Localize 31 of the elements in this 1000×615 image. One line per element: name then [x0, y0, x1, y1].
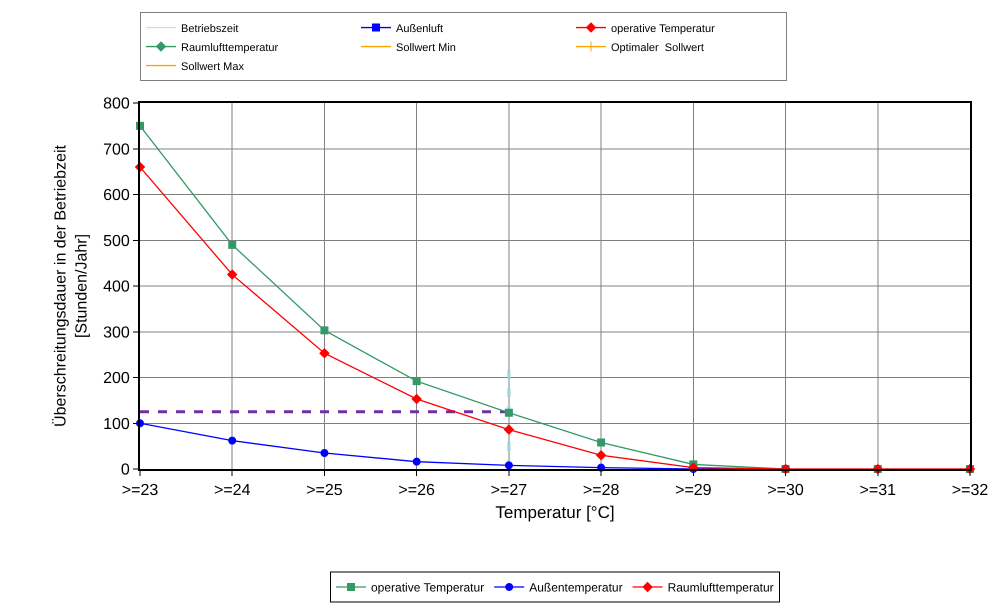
legend-label: Betriebszeit	[181, 22, 238, 35]
x-tick-label: >=24	[214, 482, 251, 500]
legend-label: operative Temperatur	[611, 22, 716, 35]
legend-label: Raumlufttemperatur	[668, 580, 774, 595]
legend-label: Optimaler Sollwert	[611, 42, 704, 54]
x-tick-label: >=31	[860, 482, 896, 500]
x-tick-label: >=32	[952, 482, 988, 500]
x-tick-label: >=30	[767, 482, 804, 500]
legend-label: Sollwert Max	[181, 60, 244, 73]
y-tick-label: 300	[103, 324, 130, 342]
x-tick-label: >=25	[306, 482, 343, 500]
legend-label: Sollwert Min	[396, 42, 456, 54]
legend-label: Außenluft	[396, 22, 444, 35]
y-tick-label: 400	[103, 278, 130, 296]
y-axis-title: Überschreitungsdauer in der Betriebzeit [Stunden/Jahr]	[52, 144, 90, 427]
legend-label: operative Temperatur	[371, 580, 484, 595]
y-tick-label: 700	[103, 141, 130, 158]
y-tick-label: 200	[103, 370, 130, 388]
y-tick-label: 600	[103, 187, 130, 204]
x-tick-label: >=29	[675, 482, 712, 500]
x-tick-label: >=26	[398, 482, 436, 500]
y-tick-label: 0	[120, 462, 130, 479]
legend-label: Raumlufttemperatur	[181, 42, 279, 54]
x-tick-label: >=27	[490, 482, 528, 500]
x-tick-label: >=28	[582, 482, 620, 500]
y-tick-label: 800	[103, 96, 130, 113]
y-tick-label: 500	[103, 232, 130, 250]
x-axis-title: Temperatur [°C]	[495, 503, 615, 522]
legend-label: Außentemperatur	[529, 580, 623, 595]
y-tick-label: 100	[103, 416, 130, 433]
x-tick-label: >=23	[122, 482, 158, 500]
